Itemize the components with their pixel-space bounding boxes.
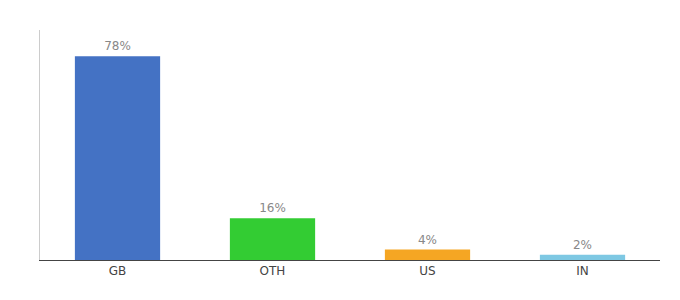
svg-text:2%: 2% [573, 238, 592, 252]
svg-text:4%: 4% [418, 233, 437, 247]
svg-text:16%: 16% [259, 201, 286, 215]
svg-text:GB: GB [109, 264, 127, 278]
svg-text:US: US [419, 264, 435, 278]
svg-text:OTH: OTH [260, 264, 286, 278]
svg-text:78%: 78% [104, 39, 131, 53]
svg-text:IN: IN [576, 264, 589, 278]
